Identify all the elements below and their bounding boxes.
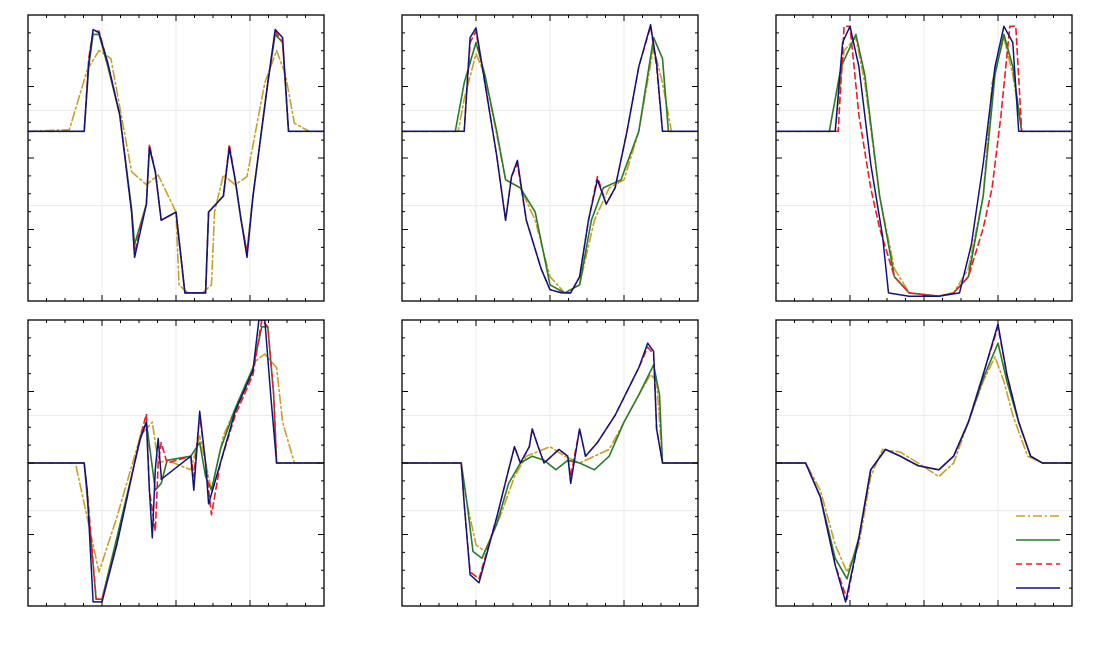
legend	[1016, 515, 1060, 589]
panel-bottom-left	[27, 319, 325, 607]
series-line-green	[28, 326, 324, 600]
series-group	[402, 23, 698, 294]
series-line-mustard	[402, 373, 698, 553]
series-line-navy	[776, 323, 1072, 603]
series-group	[776, 323, 1072, 603]
series-line-navy	[402, 23, 698, 294]
series-line-green	[402, 364, 698, 560]
series-line-mustard	[28, 353, 324, 573]
series-group	[28, 320, 324, 603]
series-line-navy	[28, 28, 324, 294]
panel-bottom-center	[401, 319, 699, 607]
panel-top-left	[27, 14, 325, 302]
series-line-navy	[402, 342, 698, 584]
panel-top-right	[775, 14, 1073, 302]
series-group	[402, 342, 698, 584]
series-line-green	[402, 36, 698, 294]
series-line-mustard	[776, 356, 1072, 573]
series-group	[28, 28, 324, 294]
panel-bottom-right	[775, 319, 1073, 607]
series-line-navy	[28, 320, 324, 603]
panel-top-center	[401, 14, 699, 302]
